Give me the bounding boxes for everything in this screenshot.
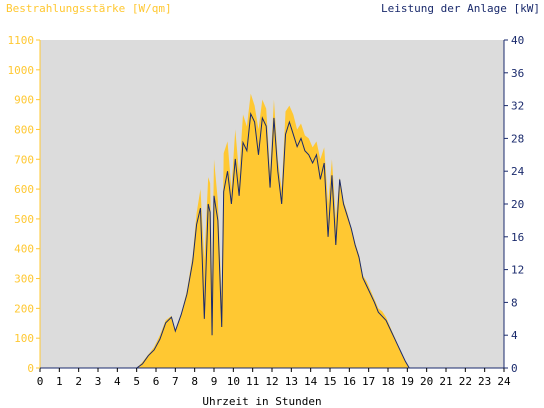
right-tick-label: 36 xyxy=(511,67,524,80)
x-tick-label: 23 xyxy=(478,375,491,388)
x-tick-label: 9 xyxy=(211,375,218,388)
left-tick-label: 1100 xyxy=(8,34,35,47)
left-tick-label: 100 xyxy=(14,332,34,345)
right-tick-label: 12 xyxy=(511,264,524,277)
x-tick-label: 19 xyxy=(401,375,414,388)
x-axis-title: Uhrzeit in Stunden xyxy=(202,395,321,408)
left-tick-label: 200 xyxy=(14,302,34,315)
x-tick-label: 21 xyxy=(439,375,452,388)
left-tick-label: 700 xyxy=(14,153,34,166)
right-tick-label: 24 xyxy=(511,165,525,178)
x-tick-label: 7 xyxy=(172,375,179,388)
left-tick-label: 0 xyxy=(27,362,34,375)
right-tick-label: 20 xyxy=(511,198,524,211)
left-tick-label: 500 xyxy=(14,213,34,226)
x-tick-label: 22 xyxy=(459,375,472,388)
x-tick-label: 12 xyxy=(265,375,278,388)
left-tick-label: 400 xyxy=(14,243,34,256)
left-tick-label: 800 xyxy=(14,123,34,136)
x-tick-label: 1 xyxy=(56,375,63,388)
x-tick-label: 6 xyxy=(153,375,160,388)
x-tick-label: 24 xyxy=(497,375,511,388)
x-tick-label: 0 xyxy=(37,375,44,388)
x-tick-label: 13 xyxy=(285,375,298,388)
x-tick-label: 18 xyxy=(381,375,394,388)
right-tick-label: 40 xyxy=(511,34,524,47)
left-axis-title: Bestrahlungsstärke [W/qm] xyxy=(6,2,172,15)
power-line-layer xyxy=(40,111,504,369)
left-tick-label: 1000 xyxy=(8,64,35,77)
power-line xyxy=(40,111,504,369)
x-tick-label: 3 xyxy=(95,375,102,388)
x-axis-ticks: 0 1 2 3 4 5 6 7 8 9 10 11 12 13 14 15 16 17 18 19 20 21 22 23 24 xyxy=(37,368,511,388)
right-axis-title: Leistung der Anlage [kW] xyxy=(381,2,540,15)
x-tick-label: 2 xyxy=(75,375,82,388)
left-tick-label: 900 xyxy=(14,94,34,107)
x-tick-label: 10 xyxy=(227,375,240,388)
right-tick-label: 8 xyxy=(511,296,518,309)
left-tick-label: 300 xyxy=(14,273,34,286)
x-tick-label: 4 xyxy=(114,375,121,388)
x-tick-label: 15 xyxy=(323,375,336,388)
right-tick-label: 16 xyxy=(511,231,524,244)
left-tick-label: 600 xyxy=(14,183,34,196)
right-axis-ticks: 0 4 8 12 16 20 24 28 32 36 40 xyxy=(504,34,525,375)
x-tick-label: 5 xyxy=(133,375,140,388)
irradiance-area xyxy=(40,93,504,369)
x-tick-label: 20 xyxy=(420,375,433,388)
left-axis-ticks: 0 100 200 300 400 500 600 700 800 900 1000 1100 xyxy=(8,34,40,375)
right-tick-label: 28 xyxy=(511,132,524,145)
right-tick-label: 0 xyxy=(511,362,518,375)
x-tick-label: 16 xyxy=(343,375,356,388)
x-tick-label: 17 xyxy=(362,375,375,388)
irradiance-area-layer xyxy=(40,93,504,369)
right-tick-label: 4 xyxy=(511,329,518,342)
x-tick-label: 14 xyxy=(304,375,318,388)
x-tick-label: 8 xyxy=(191,375,198,388)
x-tick-label: 11 xyxy=(246,375,259,388)
right-tick-label: 32 xyxy=(511,100,524,113)
